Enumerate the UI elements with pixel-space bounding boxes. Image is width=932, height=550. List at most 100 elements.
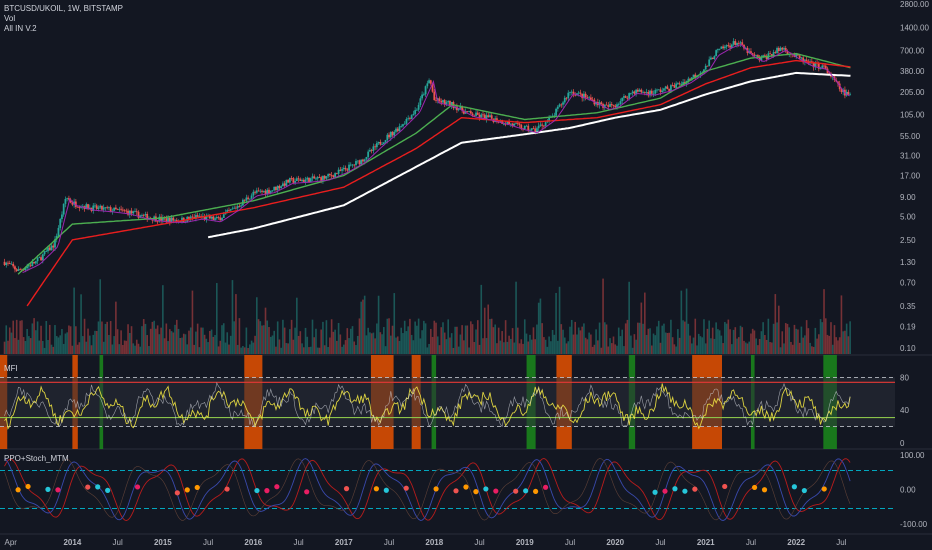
volume-bar: [557, 340, 559, 354]
candle: [621, 97, 624, 102]
candle: [591, 99, 594, 101]
ppo-signal-dot: [254, 487, 260, 494]
candle: [555, 108, 557, 116]
volume-bar: [169, 329, 171, 354]
candle: [415, 109, 418, 111]
symbol-title[interactable]: BTCUSD/UKOIL, 1W, BITSTAMP: [4, 4, 123, 13]
candle: [600, 102, 603, 105]
candle: [654, 90, 657, 94]
volume-bar: [149, 328, 152, 354]
candle: [400, 126, 403, 128]
volume-bar: [123, 340, 126, 354]
volume-bar: [464, 325, 467, 354]
volume-bar: [31, 323, 34, 354]
volume-bar: [746, 343, 749, 354]
volume-bar: [254, 335, 256, 354]
ppo-signal-dot: [682, 488, 688, 494]
volume-bar: [798, 342, 801, 354]
ppo-signal-dot: [513, 488, 519, 494]
volume-bar: [494, 324, 496, 354]
volume-bar: [108, 334, 110, 354]
candle: [226, 210, 229, 213]
ppo-signal-dot: [264, 488, 270, 494]
candle: [676, 83, 679, 84]
candle: [783, 48, 785, 50]
candle: [713, 56, 716, 59]
volume-bar: [217, 346, 220, 354]
candle: [635, 89, 638, 94]
candle: [120, 208, 122, 210]
candle: [772, 52, 775, 57]
volume-bar: [522, 343, 524, 354]
candle: [259, 190, 262, 192]
ppo-signal-dot: [692, 486, 698, 492]
candle: [52, 245, 55, 248]
volume-bar: [482, 338, 484, 354]
candle: [327, 174, 330, 177]
volume-bar: [459, 334, 462, 354]
candle: [471, 113, 474, 116]
candle: [81, 206, 84, 208]
volume-bar: [612, 336, 615, 354]
volume-bar: [346, 328, 349, 354]
candle: [393, 131, 396, 136]
volume-bar: [210, 329, 213, 354]
candle: [268, 189, 270, 194]
volume-bar: [640, 302, 643, 354]
candle: [248, 198, 251, 200]
candle: [440, 101, 443, 103]
candle: [657, 89, 660, 91]
volume-bar: [677, 329, 679, 354]
volume-bar: [95, 330, 98, 354]
candle: [214, 218, 216, 220]
volume-bar: [240, 347, 242, 354]
volume-bar: [226, 332, 229, 354]
candle: [10, 263, 13, 265]
time-axis-label: 2020: [606, 538, 624, 547]
candle: [156, 221, 159, 223]
candle: [784, 48, 787, 52]
candle: [515, 123, 517, 125]
ppo-signal-dot: [473, 489, 479, 495]
candle: [372, 146, 375, 151]
candle: [743, 44, 745, 49]
ppo-signal-dot: [801, 487, 807, 494]
candle: [78, 207, 81, 209]
ppo-pane-label[interactable]: PPO+Stoch_MTM: [4, 454, 69, 463]
mfi-pane-label[interactable]: MFI: [4, 364, 18, 373]
volume-bar: [607, 346, 610, 354]
candle: [229, 209, 232, 211]
volume-bar: [818, 334, 820, 354]
candle: [755, 55, 758, 56]
candle: [266, 189, 269, 195]
volume-bar: [297, 335, 300, 354]
candle: [102, 207, 105, 210]
candle: [288, 178, 291, 183]
price-axis-label: 0.70: [900, 279, 916, 288]
time-axis-label: 2016: [244, 538, 262, 547]
volume-bar: [703, 319, 705, 354]
time-axis-label: Jul: [203, 538, 213, 547]
candle: [280, 186, 283, 189]
ppo-signal-dot: [523, 488, 529, 494]
candle: [330, 175, 333, 176]
volume-bar: [431, 336, 434, 354]
time-axis-label: Jul: [474, 538, 484, 547]
candle: [88, 207, 91, 210]
price-axis-label: 380.00: [900, 67, 925, 76]
volume-bar: [476, 320, 479, 354]
volume-legend[interactable]: Vol: [4, 14, 16, 23]
candle: [509, 123, 512, 125]
volume-bar: [142, 319, 145, 354]
candle: [412, 113, 415, 116]
indicator-legend[interactable]: All IN V.2: [4, 24, 37, 33]
volume-bar: [741, 327, 744, 354]
candle: [558, 104, 561, 107]
volume-bar: [155, 328, 157, 354]
candle: [74, 201, 77, 207]
volume-bar: [28, 336, 30, 354]
candle: [389, 131, 392, 138]
volume-bar: [38, 340, 41, 354]
candle: [323, 175, 326, 179]
